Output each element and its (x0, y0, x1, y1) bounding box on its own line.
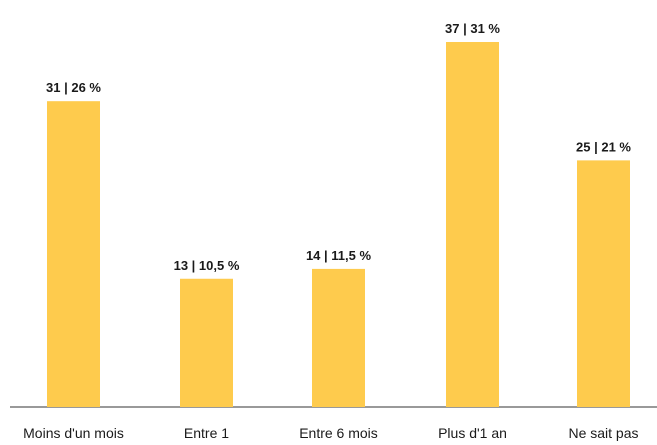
bar-1 (180, 278, 233, 407)
bar-0 (47, 101, 100, 408)
x-tick-label-0: Moins d'un mois (23, 425, 124, 441)
x-tick-label-3: Plus d'1 an (438, 425, 507, 441)
data-label-3: 37 | 31 % (445, 21, 500, 36)
bar-3 (446, 42, 499, 407)
bar-2 (312, 268, 365, 407)
bar-4 (577, 160, 630, 407)
x-tick-label-2: Entre 6 mois (299, 425, 378, 441)
x-tick-label-4: Ne sait pas (568, 425, 638, 441)
data-labels-group: 31 | 26 % 13 | 10,5 % 14 | 11,5 % 37 | 31 %… (46, 21, 631, 273)
data-label-2: 14 | 11,5 % (306, 248, 372, 263)
x-tick-labels-group: Moins d'un mois Entre 1 Entre 6 mois Plus d… (23, 425, 638, 441)
x-tick-label-1: Entre 1 (184, 425, 229, 441)
data-label-4: 25 | 21 % (576, 139, 631, 154)
bars-group (47, 42, 630, 408)
data-label-1: 13 | 10,5 % (174, 258, 240, 273)
data-label-0: 31 | 26 % (46, 80, 101, 95)
